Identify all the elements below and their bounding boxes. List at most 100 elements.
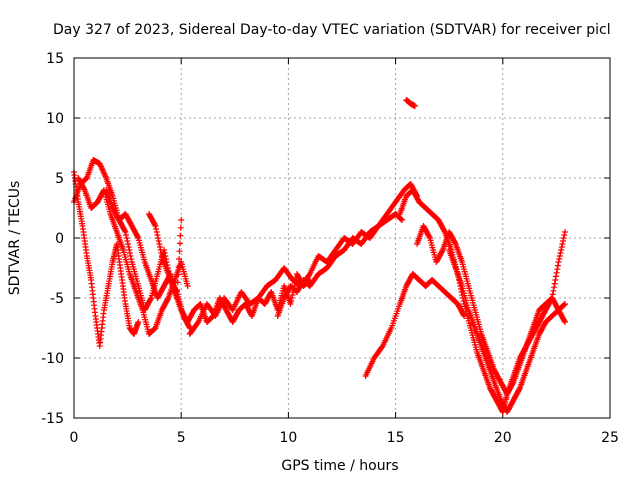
axis-ticks: 0 5 10 15 20 25 -15 -10 -5 0 5 10 15 [41, 51, 619, 446]
data-point [175, 263, 182, 270]
y-tick-label: -15 [41, 411, 64, 427]
data-point [289, 292, 296, 298]
data-point [127, 253, 134, 259]
data-point [561, 301, 568, 307]
data-point [177, 224, 184, 231]
data-point [555, 259, 562, 265]
y-tick-label: 15 [46, 51, 64, 67]
series-sat-f [186, 181, 421, 337]
x-tick-label: 0 [70, 430, 79, 446]
data-point [553, 269, 560, 276]
data-point [516, 386, 523, 393]
data-point [552, 277, 559, 283]
data-point [164, 296, 171, 303]
data-point [135, 319, 142, 325]
data-point [123, 232, 130, 238]
data-point [125, 241, 132, 247]
data-point [439, 248, 446, 255]
data-point [558, 244, 565, 250]
y-tick-label: -5 [50, 291, 64, 307]
x-tick-label: 10 [279, 430, 297, 446]
data-point [124, 238, 131, 244]
data-point [125, 244, 132, 250]
data-point [128, 256, 135, 262]
data-point [426, 233, 433, 240]
data-point [561, 319, 568, 325]
data-point [557, 250, 564, 256]
data-point [121, 227, 128, 234]
data-point [152, 223, 159, 229]
data-point [561, 229, 568, 235]
data-point [186, 323, 193, 330]
data-point [81, 185, 88, 192]
data-point [158, 250, 165, 256]
x-tick-label: 15 [387, 430, 405, 446]
data-point [177, 232, 184, 239]
data-point [399, 217, 406, 223]
series-sat-i [403, 97, 418, 109]
series-sat-k [414, 223, 568, 397]
data-point [155, 235, 162, 241]
data-point [178, 217, 185, 223]
data-point [561, 317, 568, 324]
data-point [123, 235, 130, 241]
x-tick-label: 25 [601, 430, 619, 446]
data-point [153, 226, 160, 232]
data-point [175, 271, 182, 278]
data-point [556, 256, 563, 262]
data-point [288, 295, 295, 301]
data-point [174, 279, 181, 286]
x-tick-label: 20 [494, 430, 512, 446]
data-point [561, 232, 568, 238]
x-tick-label: 5 [177, 430, 186, 446]
data-point [460, 311, 467, 318]
data-point [157, 247, 164, 253]
data-point [151, 221, 158, 228]
data-point [153, 229, 160, 235]
data-point [154, 232, 161, 238]
data-point [156, 241, 163, 247]
data-point [551, 284, 558, 291]
data-point [560, 238, 567, 244]
series-sat-h [362, 271, 468, 379]
chart-title: Day 327 of 2023, Sidereal Day-to-day VTE… [53, 22, 611, 38]
data-point [184, 283, 191, 289]
data-point [551, 280, 558, 287]
plot-frame [73, 57, 611, 419]
data-point [134, 233, 141, 240]
y-tick-label: 5 [55, 171, 64, 187]
data-point [550, 287, 557, 294]
data-point [554, 262, 561, 269]
data-point [176, 248, 183, 255]
data-point [176, 256, 183, 262]
data-point [509, 380, 516, 387]
data-point [155, 238, 162, 244]
series-sat-l [446, 247, 568, 415]
data-point [147, 296, 154, 303]
data-point [287, 301, 294, 307]
y-tick-label: 10 [46, 111, 64, 127]
data-point [451, 239, 458, 246]
data-point [156, 244, 163, 250]
data-point [554, 266, 561, 273]
data-point [441, 227, 448, 234]
data-points [71, 97, 568, 415]
data-point [558, 247, 565, 253]
data-point [176, 240, 183, 247]
data-point [126, 250, 133, 256]
series-sat-j [396, 187, 568, 415]
series-sat-b [71, 169, 142, 349]
y-tick-label: 0 [55, 231, 64, 247]
data-point [411, 103, 418, 109]
data-point [288, 298, 295, 304]
y-tick-label: -10 [41, 351, 64, 367]
y-axis-label: SDTVAR / TECUs [7, 181, 23, 296]
data-point [560, 235, 567, 241]
series-sat-g [274, 211, 406, 319]
data-point [126, 247, 133, 253]
data-point [556, 253, 563, 259]
data-point [122, 229, 129, 235]
data-point [559, 241, 566, 247]
x-axis-label: GPS time / hours [281, 458, 398, 474]
